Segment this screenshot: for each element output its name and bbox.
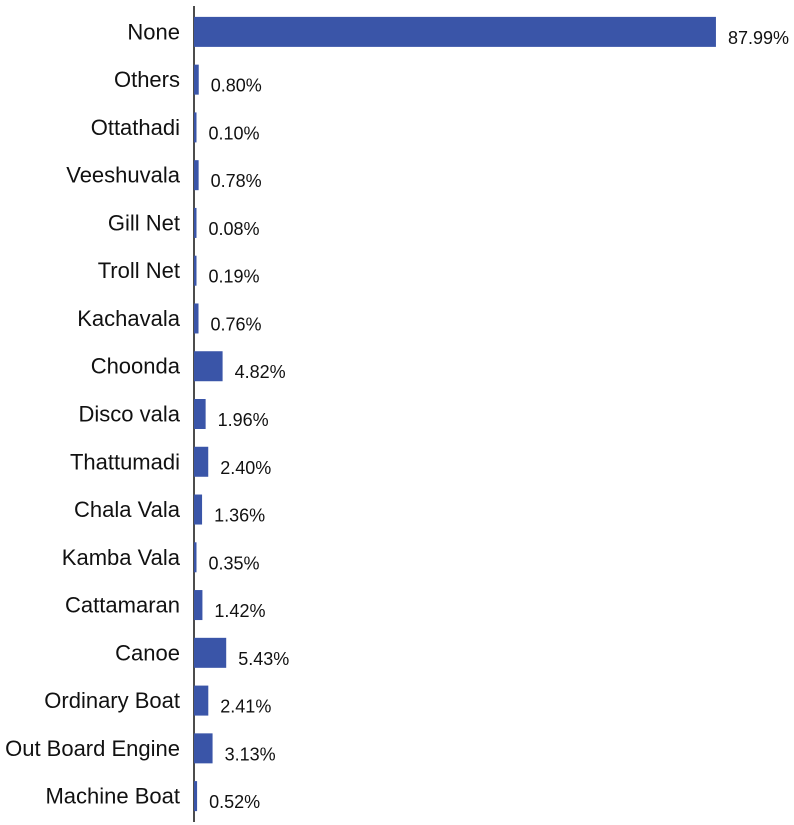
category-label: Canoe	[115, 640, 180, 665]
bar-chala-vala	[194, 494, 203, 525]
value-label: 2.41%	[220, 697, 271, 717]
category-label: Out Board Engine	[5, 736, 180, 761]
value-label: 0.19%	[209, 267, 260, 287]
value-label: 0.76%	[211, 314, 262, 334]
category-label: Choonda	[91, 354, 181, 379]
category-label: Others	[114, 67, 180, 92]
labels-layer: None 87.99% Others 0.80% Ottathadi 0.10% Veesh…	[5, 19, 789, 812]
bar-cattamaran	[194, 590, 203, 621]
value-label: 4.82%	[235, 362, 286, 382]
value-label: 2.40%	[220, 458, 271, 478]
bars-layer	[194, 16, 716, 812]
category-label: Troll Net	[98, 258, 180, 283]
category-label: Disco vala	[79, 402, 181, 427]
category-label: Ordinary Boat	[44, 688, 180, 713]
category-label: Thattumadi	[70, 449, 180, 474]
value-label: 5.43%	[238, 649, 289, 669]
bar-thattumadi	[194, 446, 209, 477]
bar-kachavala	[194, 303, 199, 334]
bar-troll-net	[194, 255, 197, 286]
bar-ordinary-boat	[194, 685, 209, 716]
bar-kamba-vala	[194, 542, 197, 573]
category-label: Machine Boat	[45, 784, 180, 809]
bar-veeshuvala	[194, 160, 199, 191]
category-label: Ottathadi	[91, 115, 180, 140]
bar-disco-vala	[194, 399, 206, 429]
value-label: 1.36%	[214, 506, 265, 526]
value-label: 0.52%	[209, 792, 260, 812]
bar-others	[194, 64, 199, 95]
value-label: 0.08%	[209, 219, 260, 239]
bar-out-board-engine	[194, 733, 213, 764]
value-label: 87.99%	[728, 28, 789, 48]
category-label: Cattamaran	[65, 593, 180, 618]
bar-none	[194, 16, 716, 47]
bar-ottathadi	[194, 112, 197, 143]
category-label: Chala Vala	[74, 497, 181, 522]
value-label: 0.35%	[209, 553, 260, 573]
category-label: Kamba Vala	[62, 545, 181, 570]
value-label: 3.13%	[225, 744, 276, 764]
bar-machine-boat	[194, 781, 198, 812]
category-label: Kachavala	[77, 306, 181, 331]
category-label: None	[127, 19, 180, 44]
value-label: 1.42%	[214, 601, 265, 621]
value-label: 0.78%	[211, 171, 262, 191]
value-label: 0.10%	[209, 123, 260, 143]
bar-gill-net	[194, 207, 197, 238]
value-label: 0.80%	[211, 76, 262, 96]
category-label: Gill Net	[108, 210, 180, 235]
category-label: Veeshuvala	[66, 163, 181, 188]
value-label: 1.96%	[218, 410, 269, 430]
bar-choonda	[194, 351, 223, 382]
bar-canoe	[194, 637, 227, 668]
